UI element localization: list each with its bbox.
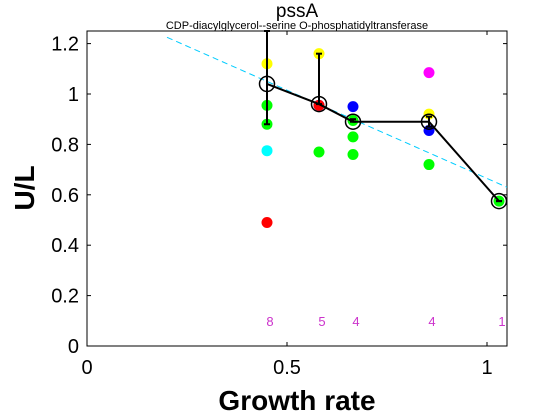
chart-title: pssA bbox=[276, 1, 319, 22]
data-point bbox=[423, 67, 435, 79]
y-tick-label: 0.2 bbox=[51, 286, 79, 308]
x-tick-label: 1 bbox=[481, 357, 492, 379]
x-axis-label: Growth rate bbox=[218, 385, 375, 416]
fit-line-layer bbox=[166, 36, 508, 188]
x-tick-label: 0 bbox=[81, 357, 92, 379]
count-label: 4 bbox=[352, 314, 359, 329]
mean-marker bbox=[344, 113, 362, 130]
data-point bbox=[347, 148, 359, 160]
y-axis-label: U/L bbox=[9, 165, 40, 210]
data-point bbox=[261, 217, 273, 229]
mean-line bbox=[266, 82, 500, 202]
data-point bbox=[347, 131, 359, 143]
y-tick-label: 1 bbox=[68, 84, 79, 106]
data-point bbox=[423, 159, 435, 171]
chart-subtitle: CDP-diacylglycerol--serine O-phosphatidy… bbox=[166, 20, 428, 32]
count-label: 5 bbox=[318, 314, 325, 329]
mean-marker bbox=[258, 75, 276, 93]
data-points-layer bbox=[261, 48, 505, 229]
count-label: 8 bbox=[266, 314, 273, 329]
mean-marker bbox=[310, 95, 328, 113]
y-tick-label: 0.8 bbox=[51, 134, 79, 156]
axis-ticks-layer: 0 0.5 1 0 0.2 0.4 0.6 0.8 1 1.2 bbox=[51, 31, 507, 379]
mean-marker bbox=[490, 192, 508, 210]
mean-marker bbox=[420, 113, 438, 130]
y-tick-label: 0.6 bbox=[51, 185, 79, 207]
y-tick-label: 1.2 bbox=[51, 34, 79, 56]
count-label: 4 bbox=[428, 314, 435, 329]
plot-area bbox=[86, 30, 508, 347]
x-tick-label: 0.5 bbox=[273, 357, 301, 379]
count-labels-layer: 8 5 4 4 1 bbox=[266, 314, 505, 329]
data-point bbox=[347, 101, 359, 113]
data-point bbox=[423, 125, 435, 137]
y-tick-label: 0.4 bbox=[51, 235, 79, 257]
data-point bbox=[313, 146, 325, 158]
y-tick-label: 0 bbox=[68, 336, 79, 358]
fit-line bbox=[166, 36, 508, 188]
count-label: 1 bbox=[498, 314, 505, 329]
mean-line-layer bbox=[258, 30, 508, 210]
data-point bbox=[261, 145, 273, 157]
